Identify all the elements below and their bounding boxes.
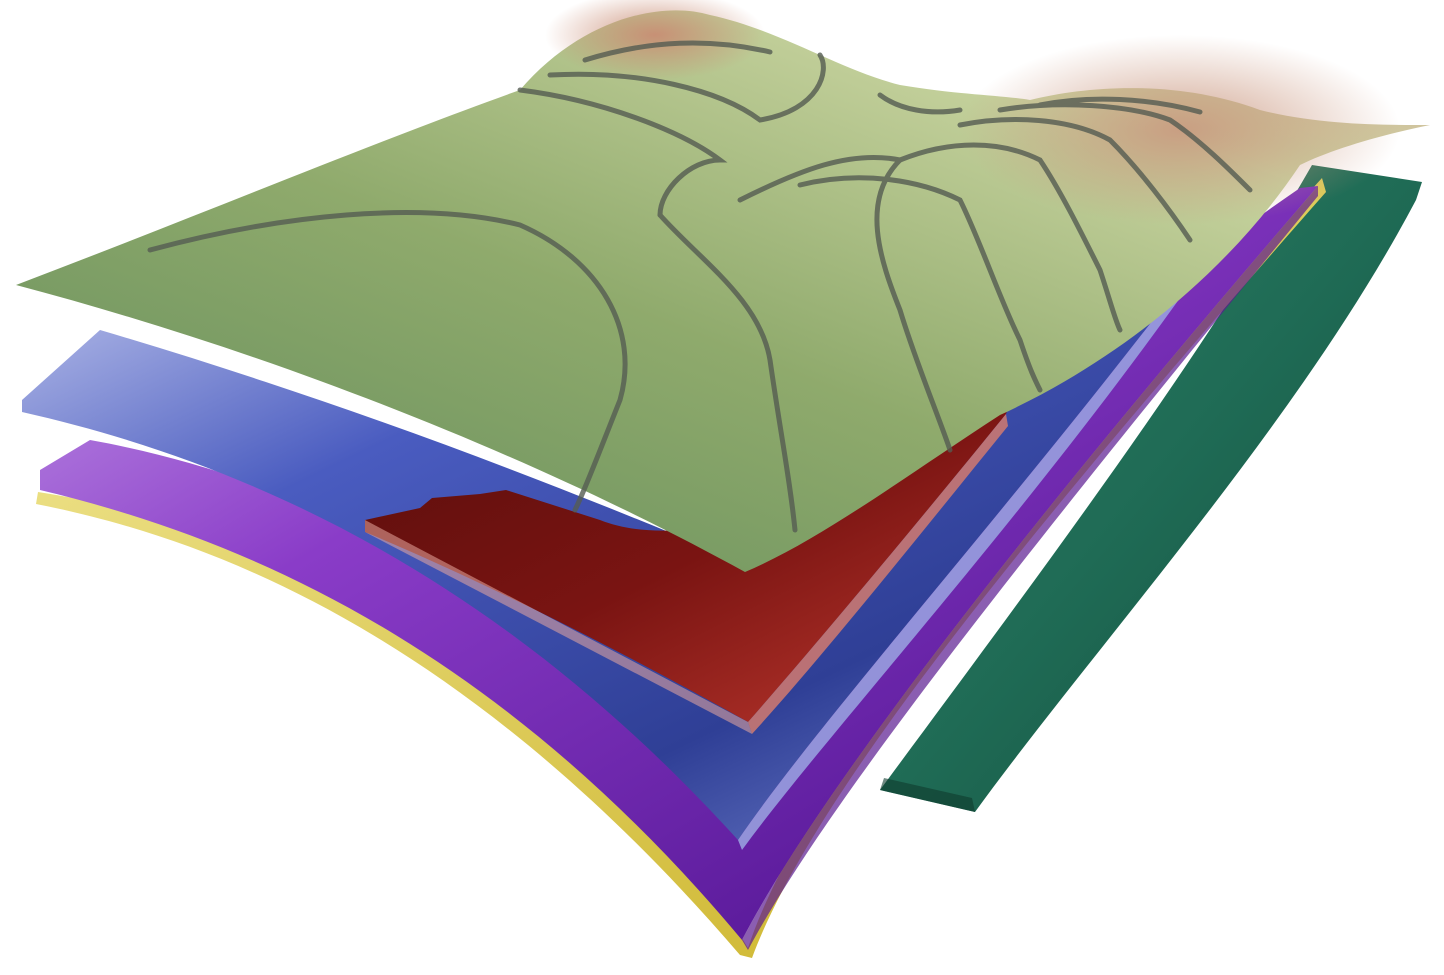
terrain-surface xyxy=(16,0,1430,573)
purple-layer xyxy=(40,186,1318,950)
green-layer xyxy=(880,165,1422,812)
red-layer xyxy=(365,398,1012,734)
contour-lines xyxy=(147,40,1253,533)
